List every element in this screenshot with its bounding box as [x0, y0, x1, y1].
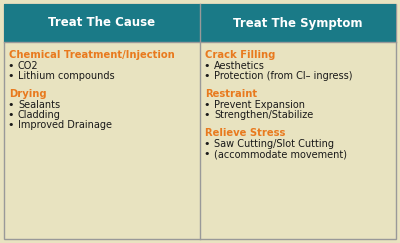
Text: Lithium compounds: Lithium compounds [18, 71, 115, 81]
Text: •: • [204, 139, 210, 149]
Text: Protection (from Cl– ingress): Protection (from Cl– ingress) [214, 71, 352, 81]
Text: •: • [8, 120, 14, 130]
Text: Improved Drainage: Improved Drainage [18, 120, 112, 130]
Text: •: • [204, 110, 210, 120]
Text: Chemical Treatment/Injection: Chemical Treatment/Injection [9, 50, 175, 60]
Text: Cladding: Cladding [18, 110, 61, 120]
Text: •: • [8, 110, 14, 120]
Text: Sealants: Sealants [18, 100, 60, 110]
Text: •: • [204, 100, 210, 110]
Text: Treat The Cause: Treat The Cause [48, 17, 156, 29]
Text: •: • [204, 149, 210, 159]
Text: Drying: Drying [9, 89, 47, 99]
Text: Relieve Stress: Relieve Stress [205, 128, 285, 138]
Text: •: • [8, 71, 14, 81]
Text: •: • [8, 100, 14, 110]
Bar [4, 4, 200, 42]
Text: CO2: CO2 [18, 61, 39, 71]
Text: Saw Cutting/Slot Cutting: Saw Cutting/Slot Cutting [214, 139, 334, 149]
Text: (accommodate movement): (accommodate movement) [214, 149, 347, 159]
Text: •: • [204, 61, 210, 71]
Text: •: • [8, 61, 14, 71]
Bar [200, 4, 396, 42]
Text: •: • [204, 71, 210, 81]
Text: Prevent Expansion: Prevent Expansion [214, 100, 305, 110]
Text: Restraint: Restraint [205, 89, 257, 99]
Text: Strengthen/Stabilize: Strengthen/Stabilize [214, 110, 313, 120]
Text: Aesthetics: Aesthetics [214, 61, 265, 71]
Text: Treat The Symptom: Treat The Symptom [233, 17, 363, 29]
Text: Crack Filling: Crack Filling [205, 50, 275, 60]
